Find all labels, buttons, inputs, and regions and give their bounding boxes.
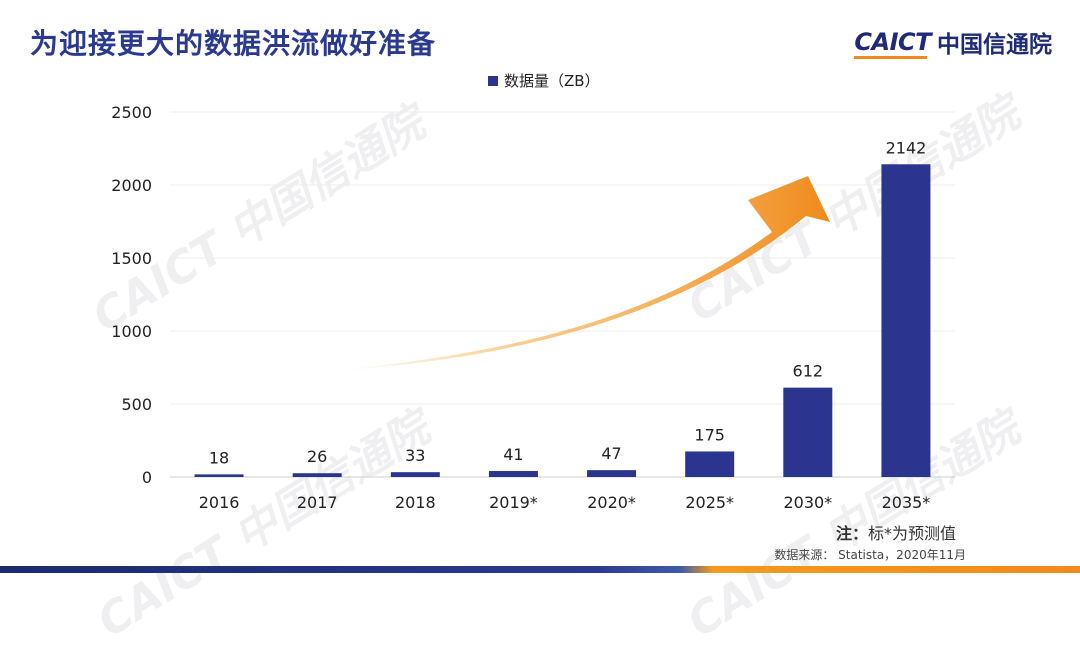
bar bbox=[881, 164, 931, 477]
data-label: 18 bbox=[209, 448, 229, 467]
data-label: 33 bbox=[405, 446, 425, 465]
data-source: 数据来源： Statista，2020年11月 bbox=[774, 548, 966, 562]
x-tick-label: 2035* bbox=[882, 493, 931, 512]
data-label: 26 bbox=[307, 447, 327, 466]
x-tick-label: 2017 bbox=[297, 493, 338, 512]
y-tick-label: 0 bbox=[142, 468, 152, 487]
x-tick-label: 2020* bbox=[587, 493, 636, 512]
data-label: 612 bbox=[793, 362, 824, 381]
caict-logo: CAICT 中国信通院 bbox=[854, 28, 1052, 59]
bar bbox=[587, 470, 637, 477]
chart-legend: 数据量（ZB） bbox=[488, 70, 600, 91]
logo-text-en: CAICT bbox=[854, 28, 931, 59]
legend-swatch bbox=[488, 75, 498, 86]
forecast-note: 注：标*为预测值 bbox=[836, 520, 956, 544]
page-title: 为迎接更大的数据洪流做好准备 bbox=[30, 27, 437, 60]
data-label: 47 bbox=[601, 444, 621, 463]
bar bbox=[194, 474, 244, 477]
y-tick-label: 1000 bbox=[111, 322, 152, 341]
x-tick-label: 2016 bbox=[199, 493, 240, 512]
bar bbox=[685, 451, 735, 477]
x-tick-label: 2030* bbox=[783, 493, 832, 512]
bar bbox=[488, 471, 538, 477]
x-tick-label: 2019* bbox=[489, 493, 538, 512]
y-tick-label: 2500 bbox=[111, 103, 152, 122]
data-label: 2142 bbox=[886, 138, 927, 157]
legend-label: 数据量（ZB） bbox=[504, 72, 600, 90]
x-tick-label: 2025* bbox=[685, 493, 734, 512]
bar bbox=[390, 472, 440, 477]
y-tick-label: 2000 bbox=[111, 176, 152, 195]
bar bbox=[292, 473, 342, 477]
note-text: 标*为预测值 bbox=[867, 524, 956, 543]
data-label: 175 bbox=[694, 425, 725, 444]
data-label: 41 bbox=[503, 445, 523, 464]
growth-arrow bbox=[340, 176, 830, 370]
logo-text-cn: 中国信通院 bbox=[937, 32, 1052, 58]
y-tick-label: 500 bbox=[121, 395, 152, 414]
note-heading: 注： bbox=[835, 524, 868, 543]
y-tick-label: 1500 bbox=[111, 249, 152, 268]
footer-bar bbox=[0, 566, 1080, 573]
x-tick-label: 2018 bbox=[395, 493, 436, 512]
bar bbox=[783, 387, 833, 477]
bar-chart: 0 500 1000 1500 2000 2500 18 2016 26 2017 33 2018 41… bbox=[111, 103, 955, 512]
